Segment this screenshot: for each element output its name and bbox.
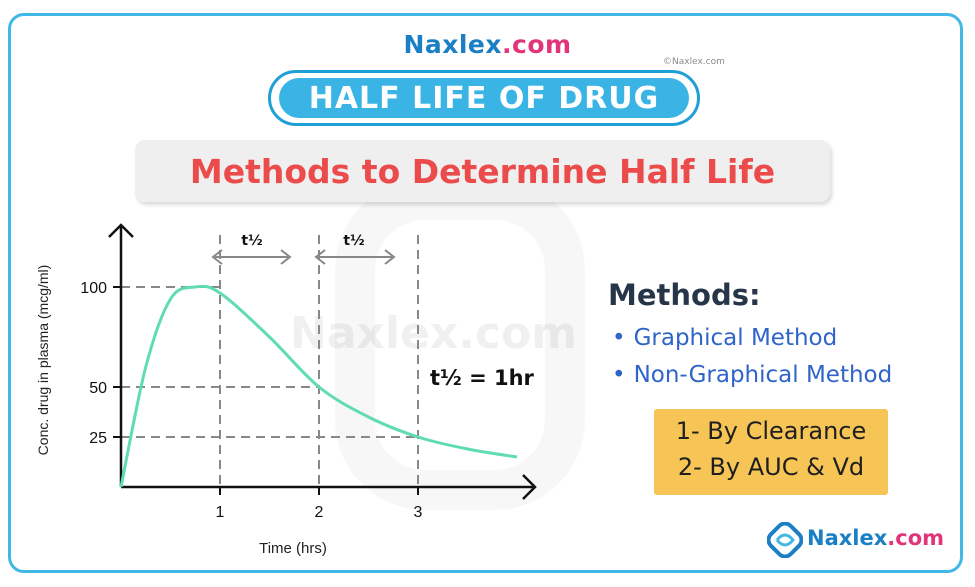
- non-graphical-item: 1- By Clearance: [675, 417, 867, 445]
- y-axis-label: Conc. drug in plasma (mcg/ml): [35, 265, 51, 456]
- method-item-non-graphical: • Non-Graphical Method: [612, 362, 892, 388]
- concentration-curve: [119, 284, 518, 488]
- chart-svg: 100 50 25 1 2 3 t½ t½ t½ = 1hr Time (hrs) Co…: [35, 223, 537, 557]
- brand-tld: .com: [502, 30, 572, 59]
- footer-brand-name: Naxlex: [807, 526, 888, 550]
- half-life-chart: 100 50 25 1 2 3 t½ t½ t½ = 1hr Time (hrs) Co…: [20, 215, 580, 570]
- x-tick-labels: 1 2 3: [216, 487, 423, 521]
- bullet-icon: •: [612, 325, 626, 351]
- non-graphical-item: 2- By AUC & Vd: [677, 453, 865, 481]
- footer-brand: Naxlex.com: [807, 526, 944, 550]
- y-tick-labels: 100 50 25: [80, 280, 121, 447]
- method-label: Non-Graphical Method: [633, 362, 893, 388]
- method-item-graphical: • Graphical Method: [612, 325, 837, 351]
- x-axis-arrow: [522, 474, 537, 500]
- non-graphical-methods-box: 1- By Clearance 2- By AUC & Vd: [654, 409, 888, 495]
- reference-lines: [121, 235, 419, 487]
- x-axis-label: Time (hrs): [259, 540, 327, 557]
- subtitle-banner: Methods to Determine Half Life: [135, 140, 830, 202]
- half-life-label-2: t½: [343, 233, 364, 249]
- half-life-label-1: t½: [241, 233, 262, 249]
- x-tick-label: 1: [216, 504, 225, 521]
- half-life-equation: t½ = 1hr: [430, 366, 535, 390]
- title-banner: HALF LIFE OF DRUG: [268, 70, 700, 126]
- y-axis-arrow: [108, 223, 134, 238]
- y-tick-label: 50: [89, 380, 107, 397]
- watermark-text: Naxlex.com: [290, 308, 578, 359]
- copyright-notice: ©Naxlex.com: [663, 57, 725, 67]
- half-life-arrow-1: [211, 249, 292, 265]
- x-tick-label: 2: [315, 504, 324, 521]
- y-tick-label: 100: [80, 280, 107, 297]
- brand-header: Naxlex.com: [0, 30, 975, 59]
- brand-name: Naxlex: [403, 30, 503, 59]
- y-tick-label: 25: [89, 430, 107, 447]
- method-label: Graphical Method: [633, 325, 838, 351]
- footer-brand-tld: .com: [887, 526, 945, 550]
- half-life-arrow-2: [314, 249, 396, 265]
- x-tick-label: 3: [414, 504, 423, 521]
- naxlex-logo-icon: [767, 522, 803, 558]
- bullet-icon: •: [612, 362, 626, 388]
- methods-heading: Methods:: [608, 278, 761, 312]
- page-title: HALF LIFE OF DRUG: [279, 78, 689, 118]
